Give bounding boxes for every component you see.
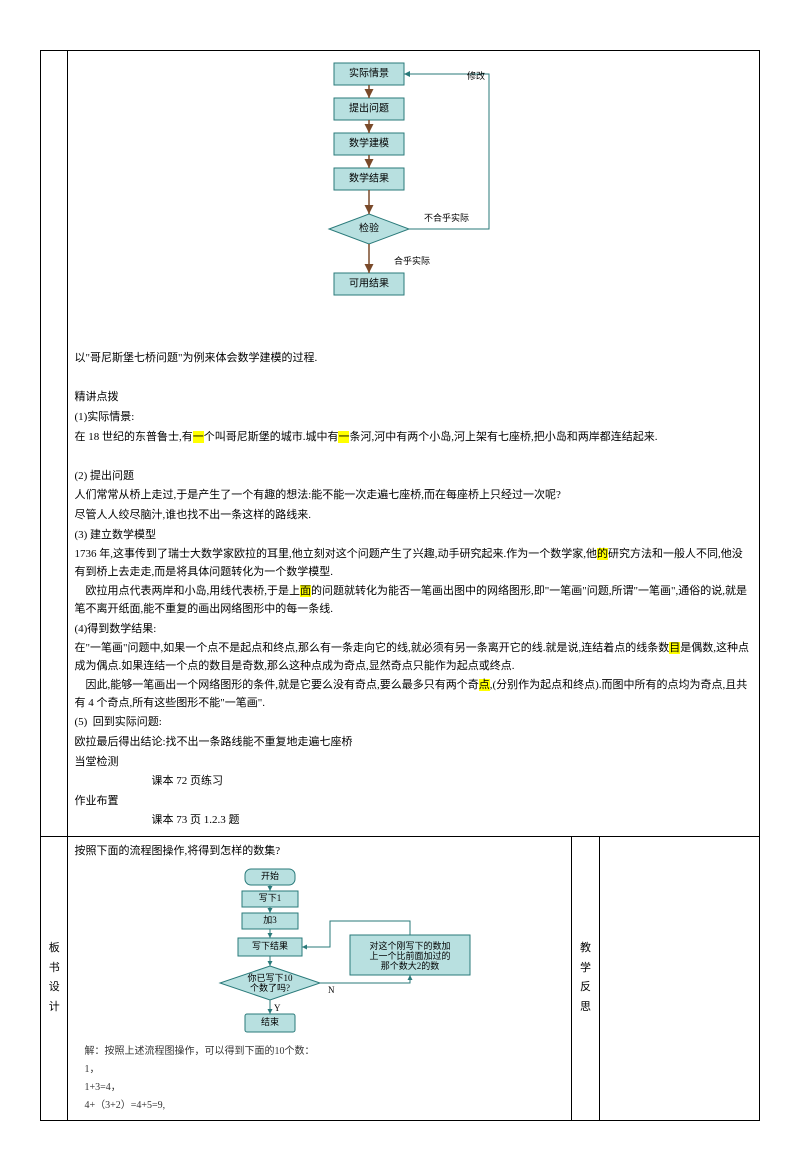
fc1-lbl1: 修改 bbox=[467, 70, 485, 81]
ans2: 1， bbox=[74, 1062, 565, 1078]
left-vlabel: 板书设计 bbox=[41, 837, 68, 1121]
fc2-n2: 加3 bbox=[263, 915, 277, 925]
fc2-n4b: 个数了吗? bbox=[250, 982, 290, 993]
s2-t2: 尽管人人绞尽脑汁,谁也找不出一条这样的路线来. bbox=[74, 507, 753, 525]
s4-t2: 因此,能够一笔画出一个网络图形的条件,就是它要么没有奇点,要么最多只有两个奇点,… bbox=[74, 677, 753, 712]
fc1-n6: 可用结果 bbox=[349, 276, 389, 289]
bottom-q: 按照下面的流程图操作,将得到怎样的数集? bbox=[74, 843, 565, 861]
s5-t: 欧拉最后得出结论:找不出一条路线能不重复地走遍七座桥 bbox=[74, 734, 753, 752]
fc2-n4a: 你已写下10 bbox=[247, 972, 293, 983]
s2-t1: 人们常常从桥上走过,于是产生了一个有趣的想法:能不能一次走遍七座桥,而在每座桥上… bbox=[74, 487, 753, 505]
ans1: 解：按照上述流程图操作，可以得到下面的10个数： bbox=[74, 1044, 565, 1060]
fc2-n0: 开始 bbox=[261, 870, 279, 881]
hw-t: 课本 73 页 1.2.3 题 bbox=[74, 812, 753, 830]
fc1-n2: 提出问题 bbox=[349, 101, 389, 114]
fc2-y: Y bbox=[274, 1003, 281, 1013]
fc2-n6b: 上一个比前面加过的 bbox=[369, 950, 450, 961]
dt-t: 课本 72 页练习 bbox=[74, 773, 753, 791]
fc2-n5: 结束 bbox=[261, 1016, 279, 1027]
main-table: 实际情景 提出问题 数学建模 数学结果 检验 可用结果 修改 不合乎实际 合乎实… bbox=[40, 50, 760, 1121]
fc2-n3: 写下结果 bbox=[252, 940, 288, 951]
banshu-label: 板书设计 bbox=[49, 942, 60, 1013]
fc2-n6a: 对这个刚写下的数加 bbox=[369, 940, 450, 951]
main-content-cell: 实际情景 提出问题 数学建模 数学结果 检验 可用结果 修改 不合乎实际 合乎实… bbox=[68, 51, 760, 837]
right-vlabel: 教学反思 bbox=[572, 837, 599, 1121]
s2-h: (2) 提出问题 bbox=[74, 468, 753, 486]
hw: 作业布置 bbox=[74, 793, 753, 811]
s5-h: (5) 回到实际问题: bbox=[74, 714, 753, 732]
s3-t2: 欧拉用点代表两岸和小岛,用线代表桥,于是上面的问题就转化为能否一笔画出图中的网络… bbox=[74, 583, 753, 618]
fc1-lbl3: 合乎实际 bbox=[394, 255, 430, 266]
fansi-label: 教学反思 bbox=[580, 942, 591, 1013]
fc2-n6c: 那个数大2的数 bbox=[381, 960, 440, 971]
sec-title: 精讲点拨 bbox=[74, 389, 753, 407]
fc2-n: N bbox=[328, 985, 335, 995]
ans4: 4+（3+2）=4+5=9, bbox=[74, 1098, 565, 1114]
s3-t1: 1736 年,这事传到了瑞士大数学家欧拉的耳里,他立刻对这个问题产生了兴趣,动手… bbox=[74, 546, 753, 581]
fc2-n1: 写下1 bbox=[259, 893, 282, 903]
s1-t: 在 18 世纪的东普鲁士,有一个叫哥尼斯堡的城市.城中有一条河,河中有两个小岛,… bbox=[74, 429, 753, 447]
fc1-n3: 数学建模 bbox=[349, 136, 389, 149]
s4-h: (4)得到数学结果: bbox=[74, 621, 753, 639]
flowchart-2: 开始 写下1 加3 写下结果 你已写下10 个数了吗? 结束 对这个刚写下的数加… bbox=[140, 865, 500, 1040]
bottom-left-cell: 按照下面的流程图操作,将得到怎样的数集? 开始 写下1 加3 写下结果 你已写下… bbox=[68, 837, 572, 1121]
left-spacer bbox=[41, 51, 68, 837]
fc1-n5: 检验 bbox=[359, 221, 379, 234]
flowchart-1: 实际情景 提出问题 数学建模 数学结果 检验 可用结果 修改 不合乎实际 合乎实… bbox=[249, 59, 579, 309]
fc1-lbl2: 不合乎实际 bbox=[424, 212, 469, 223]
fc1-n1: 实际情景 bbox=[349, 66, 389, 79]
intro: 以"哥尼斯堡七桥问题"为例来体会数学建模的过程. bbox=[74, 350, 753, 368]
dt: 当堂检测 bbox=[74, 754, 753, 772]
fc1-n4: 数学结果 bbox=[349, 171, 389, 184]
s3-h: (3) 建立数学模型 bbox=[74, 527, 753, 545]
s1-h: (1)实际情景: bbox=[74, 409, 753, 427]
s4-t1: 在"一笔画"问题中,如果一个点不是起点和终点,那么有一条走向它的线,就必须有另一… bbox=[74, 640, 753, 675]
bottom-right-cell bbox=[599, 837, 759, 1121]
ans3: 1+3=4， bbox=[74, 1080, 565, 1096]
